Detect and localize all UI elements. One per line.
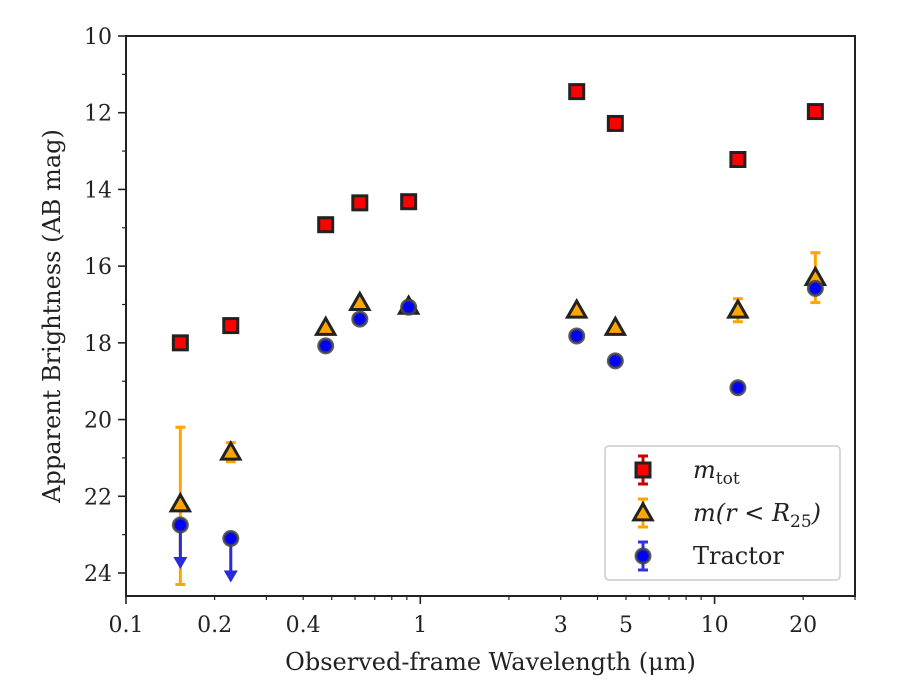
legend: mtot m(r < R25) Tractor: [604, 445, 841, 581]
data-point: [568, 327, 586, 345]
x-tick-label: 1: [413, 613, 427, 638]
x-tick-label: 20: [789, 613, 817, 638]
upper-limit-arrowhead: [223, 570, 238, 583]
data-point: [218, 439, 243, 461]
data-point: [806, 279, 824, 297]
legend-label: mtot: [693, 456, 740, 489]
plot-frame: [125, 35, 856, 597]
data-point: [726, 298, 750, 319]
data-point: [568, 83, 586, 101]
x-tick-label: 10: [701, 613, 729, 638]
data-layer: [168, 83, 828, 586]
series-circle: [171, 279, 824, 583]
data-point: [729, 151, 747, 169]
legend-entry: mtot: [634, 454, 740, 489]
x-tick-label: 5: [619, 613, 633, 638]
data-point: [171, 516, 189, 534]
legend-label: Tractor: [693, 542, 784, 570]
y-axis-label: Apparent Brightness (AB mag): [38, 129, 66, 504]
data-point: [729, 379, 747, 397]
y-tick-label: 10: [84, 25, 112, 50]
x-tick-label: 0.2: [197, 613, 232, 638]
y-tick-label: 22: [84, 485, 112, 510]
data-point: [317, 216, 335, 234]
x-tick-label: 0.4: [286, 613, 321, 638]
legend-entry: Tractor: [634, 540, 784, 572]
legend-marker: [634, 547, 652, 565]
y-tick-label: 12: [84, 102, 112, 127]
y-tick-label: 18: [84, 332, 112, 357]
data-point: [351, 310, 369, 328]
data-point: [351, 194, 369, 212]
tick-layer: 10 12 14 16 18 20 22 24 0.1 0.2 0.4 1 3 5 10 20: [84, 25, 856, 638]
data-point: [603, 315, 628, 336]
data-point: [313, 315, 338, 336]
data-point: [400, 193, 418, 211]
data-point: [806, 103, 824, 121]
data-point: [564, 298, 589, 319]
y-tick-label: 24: [84, 562, 112, 587]
x-axis-label: Observed-frame Wavelength (μm): [285, 648, 696, 676]
data-point: [606, 352, 624, 370]
data-point: [317, 337, 335, 355]
y-tick-label: 14: [84, 178, 112, 203]
data-point: [168, 491, 193, 513]
legend-entry: m(r < R25): [631, 497, 821, 532]
upper-limit-arrowhead: [173, 557, 188, 570]
y-tick-label: 20: [84, 409, 112, 434]
legend-label: m(r < R25): [693, 499, 821, 532]
data-point: [222, 529, 240, 547]
data-point: [348, 290, 372, 311]
y-tick-label: 16: [84, 255, 112, 280]
legend-box: [604, 445, 841, 581]
data-point: [400, 298, 418, 316]
data-point: [606, 114, 624, 132]
legend-marker: [631, 500, 655, 522]
data-point: [171, 334, 189, 352]
legend-marker: [634, 461, 652, 479]
x-tick-label: 0.1: [109, 613, 144, 638]
data-point: [222, 317, 240, 335]
x-tick-label: 3: [554, 613, 568, 638]
series-square: [171, 83, 824, 352]
